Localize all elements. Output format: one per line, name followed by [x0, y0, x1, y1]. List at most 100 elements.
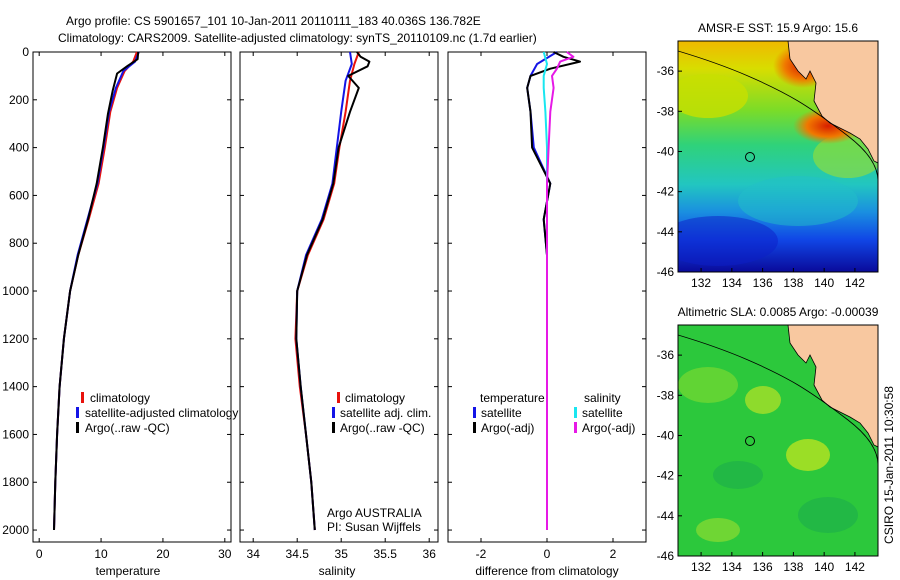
sla-blob [786, 439, 830, 471]
sst-map-panel: AMSR-E SST: 15.9 Argo: 15.6 [657, 21, 879, 290]
y-tick-label: 400 [9, 141, 29, 155]
legend-swatch-black [332, 422, 335, 433]
sla-blob [745, 386, 781, 414]
y-tick-label: 600 [9, 188, 29, 202]
difference-lines [526, 51, 581, 530]
map-x-tick-label: 132 [691, 276, 711, 290]
y-tick-label: 1000 [2, 284, 29, 298]
sst-depth-contour [678, 50, 878, 182]
map-x-tick-label: 142 [845, 560, 865, 574]
legend-swatch-blue [76, 407, 79, 418]
legend-argo: Argo(..raw -QC) [85, 421, 170, 435]
y-tick-label: 800 [9, 236, 29, 250]
map-x-tick-label: 138 [783, 276, 803, 290]
map-x-tick-label: 136 [753, 560, 773, 574]
legend-sal-satellite: satellite [582, 406, 623, 420]
sla-map-title: Altimetric SLA: 0.0085 Argo: -0.00039 [678, 305, 879, 319]
legend-temp-argo: Argo(-adj) [481, 421, 534, 435]
sla-argo-marker [745, 436, 755, 446]
difference-panel: -2 0 2 difference from climatology tempera… [447, 51, 647, 578]
title-line-1: Argo profile: CS 5901657_101 10-Jan-2011… [66, 14, 481, 28]
legend-swatch-cyan [574, 407, 577, 418]
temperature-legend: climatology satellite-adjusted climatolo… [76, 391, 238, 435]
legend-sal-argo: Argo(-adj) [582, 421, 635, 435]
sla-blob [713, 461, 763, 489]
x-tick-label: 10 [94, 547, 108, 561]
x-tick-label: 34.5 [286, 547, 310, 561]
sst-map-plot [678, 41, 878, 272]
salinity-panel: 34 34.5 35 35.5 36 salinity climatology sate… [239, 51, 439, 578]
sla-depth-contour [678, 334, 878, 466]
title-line-2: Climatology: CARS2009. Satellite-adjuste… [58, 31, 537, 45]
x-tick-label: 0 [544, 547, 551, 561]
sst-argo-marker [745, 152, 755, 162]
map-y-tick-label: -42 [657, 469, 675, 483]
series-line [546, 51, 575, 530]
map-x-tick-label: 140 [814, 560, 834, 574]
map-x-tick-label: 136 [753, 276, 773, 290]
map-y-tick-label: -36 [657, 64, 675, 78]
legend-argo: Argo(..raw -QC) [340, 421, 425, 435]
map-y-tick-label: -44 [657, 509, 675, 523]
sla-map-frame [677, 324, 879, 557]
sst-map-frame [677, 40, 879, 273]
legend-swatch-black [76, 422, 79, 433]
legend-header-salinity: salinity [584, 391, 621, 405]
sst-blob [813, 134, 878, 178]
salinity-y-ticks [240, 51, 438, 531]
legend-swatch-red [337, 392, 340, 403]
legend-swatch-red [81, 392, 84, 403]
series-line [53, 51, 140, 531]
sla-blob [798, 497, 858, 533]
salinity-lines [294, 51, 371, 531]
x-tick-label: 30 [218, 547, 232, 561]
y-tick-label: 1600 [2, 427, 29, 441]
temperature-lines [53, 51, 140, 531]
y-tick-label: 2000 [2, 523, 29, 537]
difference-legend: temperature satellite Argo(-adj) salinit… [473, 391, 635, 435]
annotation-argo-australia: Argo AUSTRALIA [327, 506, 422, 520]
difference-y-ticks [448, 51, 646, 531]
salinity-xlabel: salinity [319, 564, 356, 578]
map-y-tick-label: -46 [657, 549, 675, 563]
map-y-tick-label: -40 [657, 144, 675, 158]
x-tick-label: 35.5 [374, 547, 398, 561]
sst-x-ticks: 132 134 136 138 140 142 [691, 268, 865, 290]
legend-satellite-adj: satellite adj. clim. [340, 406, 431, 420]
map-y-tick-label: -44 [657, 225, 675, 239]
legend-climatology: climatology [345, 391, 405, 405]
temperature-y-ticks: 0 200 400 600 800 1000 1200 1400 1600 1800 2000 [2, 45, 231, 537]
side-timestamp: CSIRO 15-Jan-2011 10:30:58 [882, 386, 896, 544]
sla-blob [678, 367, 738, 403]
x-tick-label: 20 [156, 547, 170, 561]
legend-temp-satellite: satellite [481, 406, 522, 420]
x-tick-label: 35 [335, 547, 349, 561]
sla-blob [696, 518, 740, 542]
sla-x-ticks: 132 134 136 138 140 142 [691, 552, 865, 574]
sst-blob [738, 176, 858, 226]
annotation-pi: PI: Susan Wijffels [327, 520, 421, 534]
sst-y-ticks: -46 -44 -42 -40 -38 -36 [657, 64, 682, 279]
map-x-tick-label: 132 [691, 560, 711, 574]
sla-map-plot [678, 325, 878, 556]
map-x-tick-label: 138 [783, 560, 803, 574]
legend-swatch-magenta [574, 422, 577, 433]
legend-climatology: climatology [90, 391, 150, 405]
sst-blob [678, 216, 778, 266]
temperature-xlabel: temperature [96, 564, 161, 578]
y-tick-label: 1400 [2, 380, 29, 394]
series-line [295, 51, 371, 531]
y-tick-label: 1800 [2, 475, 29, 489]
map-y-tick-label: -38 [657, 388, 675, 402]
map-y-tick-label: -42 [657, 185, 675, 199]
map-y-tick-label: -38 [657, 104, 675, 118]
map-y-tick-label: -36 [657, 348, 675, 362]
x-tick-label: -2 [476, 547, 487, 561]
difference-x-ticks: -2 0 2 [476, 52, 617, 561]
sst-map-title: AMSR-E SST: 15.9 Argo: 15.6 [698, 21, 858, 35]
temperature-panel: 0 200 400 600 800 1000 1200 1400 1600 1800 2000 0 1… [2, 45, 238, 578]
legend-swatch-blue [473, 407, 476, 418]
difference-xlabel: difference from climatology [475, 564, 618, 578]
sla-map-panel: Altimetric SLA: 0.0085 Argo: -0.00039 -4… [657, 305, 879, 574]
